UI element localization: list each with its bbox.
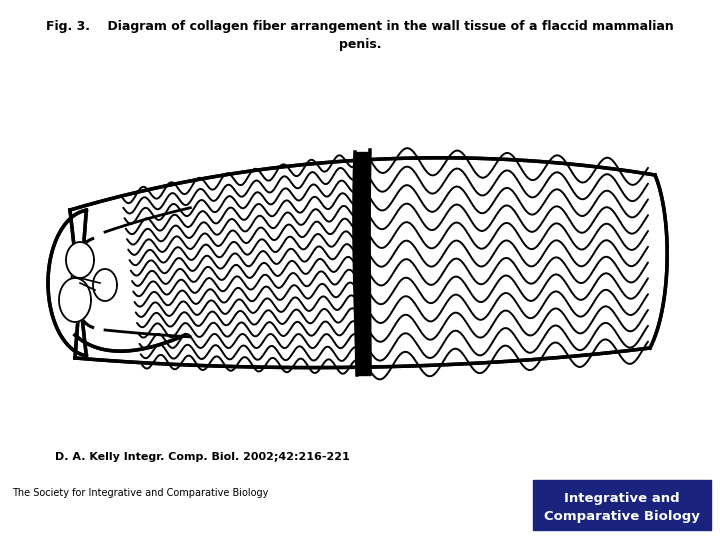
Polygon shape xyxy=(66,242,94,278)
Text: Comparative Biology: Comparative Biology xyxy=(544,510,700,523)
Polygon shape xyxy=(93,269,117,301)
Text: D. A. Kelly Integr. Comp. Biol. 2002;42:216-221: D. A. Kelly Integr. Comp. Biol. 2002;42:… xyxy=(55,452,350,462)
Polygon shape xyxy=(48,210,97,356)
Polygon shape xyxy=(70,158,655,368)
Text: Fig. 3.    Diagram of collagen fiber arrangement in the wall tissue of a flaccid: Fig. 3. Diagram of collagen fiber arrang… xyxy=(46,20,674,33)
Text: penis.: penis. xyxy=(338,38,382,51)
Polygon shape xyxy=(59,278,91,322)
Polygon shape xyxy=(650,175,667,348)
Text: The Society for Integrative and Comparative Biology: The Society for Integrative and Comparat… xyxy=(12,488,269,498)
Polygon shape xyxy=(72,239,93,327)
Bar xyxy=(533,480,711,530)
Text: Integrative and: Integrative and xyxy=(564,492,680,505)
